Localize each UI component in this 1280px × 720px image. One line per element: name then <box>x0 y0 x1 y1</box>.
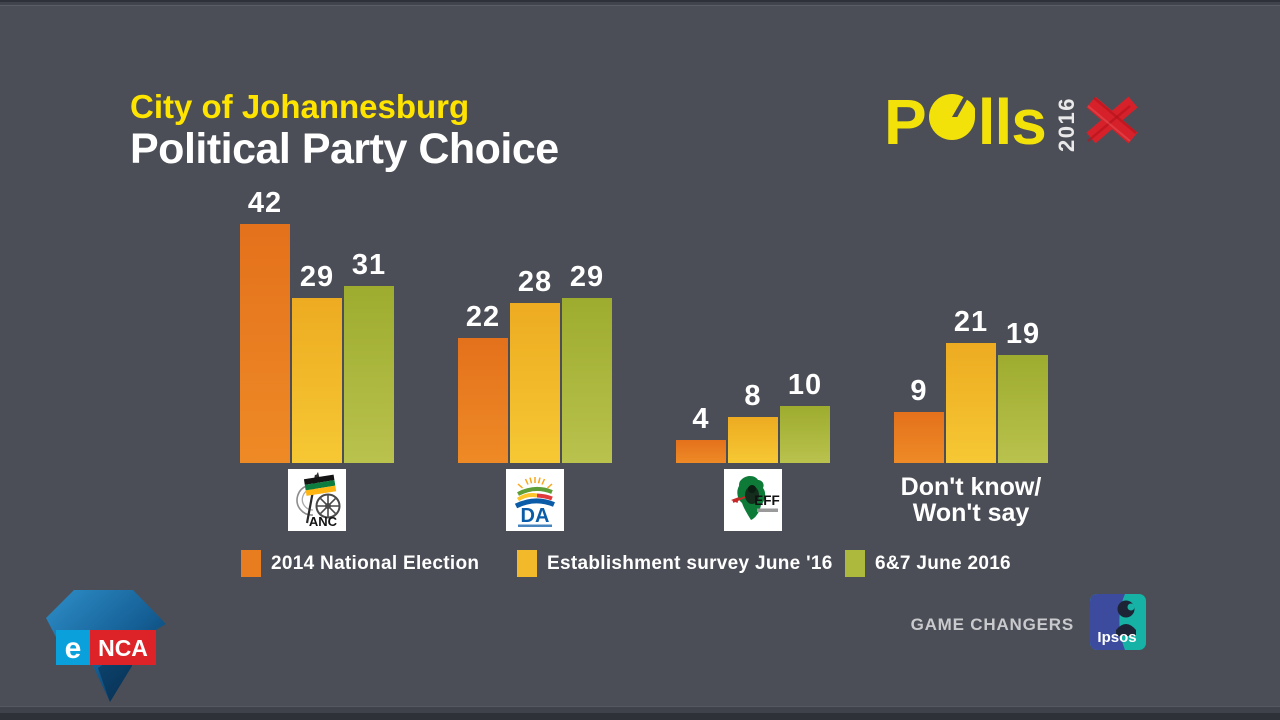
bar-series0-group0: 42 <box>240 187 290 463</box>
bar-value-label: 10 <box>787 369 823 401</box>
category-eff: EFF <box>676 469 830 531</box>
bar-group-eff: 4 8 10 <box>676 369 830 463</box>
bar-group-anc: 42 29 31 <box>240 187 394 463</box>
bar-value-label: 29 <box>299 261 335 293</box>
bar-series1-group3: 21 <box>946 306 996 463</box>
chart-subtitle: City of Johannesburg <box>130 88 470 125</box>
bar-series0-group2: 4 <box>676 403 726 463</box>
enca-logo-e: e <box>65 632 82 665</box>
category-dont-know: Don't know/ Won't say <box>894 469 1048 527</box>
bars-anc: 42 29 31 <box>240 187 394 463</box>
bar-series1-group2: 8 <box>728 380 778 463</box>
chart-title: Political Party Choice <box>130 124 559 173</box>
bars-eff: 4 8 10 <box>676 369 830 463</box>
bar-value-label: 21 <box>953 306 989 338</box>
ipsos-logo: Ipsos <box>1090 594 1146 655</box>
bar-series0-group3: 9 <box>894 375 944 463</box>
bars-dont-know: 9 21 19 <box>894 306 1048 463</box>
legend-swatch-green <box>845 550 865 577</box>
legend-swatch-orange <box>241 550 261 577</box>
legend-label: 6&7 June 2016 <box>875 552 1011 574</box>
polls-logo-lls: lls <box>977 85 1047 158</box>
pie-chart-icon <box>928 94 977 145</box>
dont-know-line2: Won't say <box>912 499 1030 528</box>
legend-item-june-2016: 6&7 June 2016 <box>845 550 1011 577</box>
legend-item-establishment-survey: Establishment survey June '16 <box>517 550 833 577</box>
category-da: DA <box>458 469 612 531</box>
bar-group-dont-know: 9 21 19 <box>894 306 1048 463</box>
legend-item-2014-election: 2014 National Election <box>241 550 479 577</box>
polls-logo-p: P <box>884 85 927 158</box>
dont-know-line1: Don't know/ <box>900 473 1042 501</box>
bar-value-label: 31 <box>351 249 387 281</box>
bar-series2-group3: 19 <box>998 318 1048 463</box>
bar-value-label: 4 <box>692 403 710 435</box>
da-logo: DA <box>506 469 564 531</box>
top-edge-strip <box>0 0 1280 6</box>
bar-group-da: 22 28 29 <box>458 261 612 463</box>
enca-logo-nca: NCA <box>98 635 148 661</box>
bar-series2-group2: 10 <box>780 369 830 463</box>
bar-value-label: 42 <box>247 187 283 219</box>
anc-logo: ANC <box>288 469 346 531</box>
x-mark-icon <box>1084 94 1140 151</box>
bar-value-label: 28 <box>517 266 553 298</box>
polls-2016-logo: P lls 2016 <box>884 82 1140 158</box>
bar-value-label: 9 <box>910 375 928 407</box>
footer-right: GAME CHANGERS Ipsos <box>911 594 1146 655</box>
bar-value-label: 22 <box>465 301 501 333</box>
bar-series1-group1: 28 <box>510 266 560 463</box>
anc-logo-text: ANC <box>309 514 338 529</box>
da-logo-text: DA <box>521 505 550 527</box>
game-changers-text: GAME CHANGERS <box>910 614 1074 634</box>
eff-logo-text: EFF <box>754 493 780 508</box>
enca-logo: e NCA <box>36 584 181 715</box>
bar-value-label: 8 <box>744 380 762 412</box>
eff-logo: EFF <box>724 469 782 531</box>
bar-value-label: 19 <box>1005 318 1041 350</box>
legend-label: 2014 National Election <box>271 552 480 574</box>
bar-value-label: 29 <box>569 261 605 293</box>
legend-swatch-yellow <box>517 550 537 577</box>
bars-da: 22 28 29 <box>458 261 612 463</box>
legend-label: Establishment survey June '16 <box>547 552 833 574</box>
bar-series0-group1: 22 <box>458 301 508 463</box>
dont-know-label: Don't know/ Won't say <box>894 474 1048 527</box>
category-anc: ANC <box>240 469 394 531</box>
bottom-edge-strip <box>0 706 1280 720</box>
ipsos-logo-text: Ipsos <box>1097 629 1136 646</box>
bar-series2-group1: 29 <box>562 261 612 463</box>
bar-series1-group0: 29 <box>292 261 342 463</box>
header: City of Johannesburg Political Party Cho… <box>130 88 559 173</box>
bar-series2-group0: 31 <box>344 249 394 463</box>
